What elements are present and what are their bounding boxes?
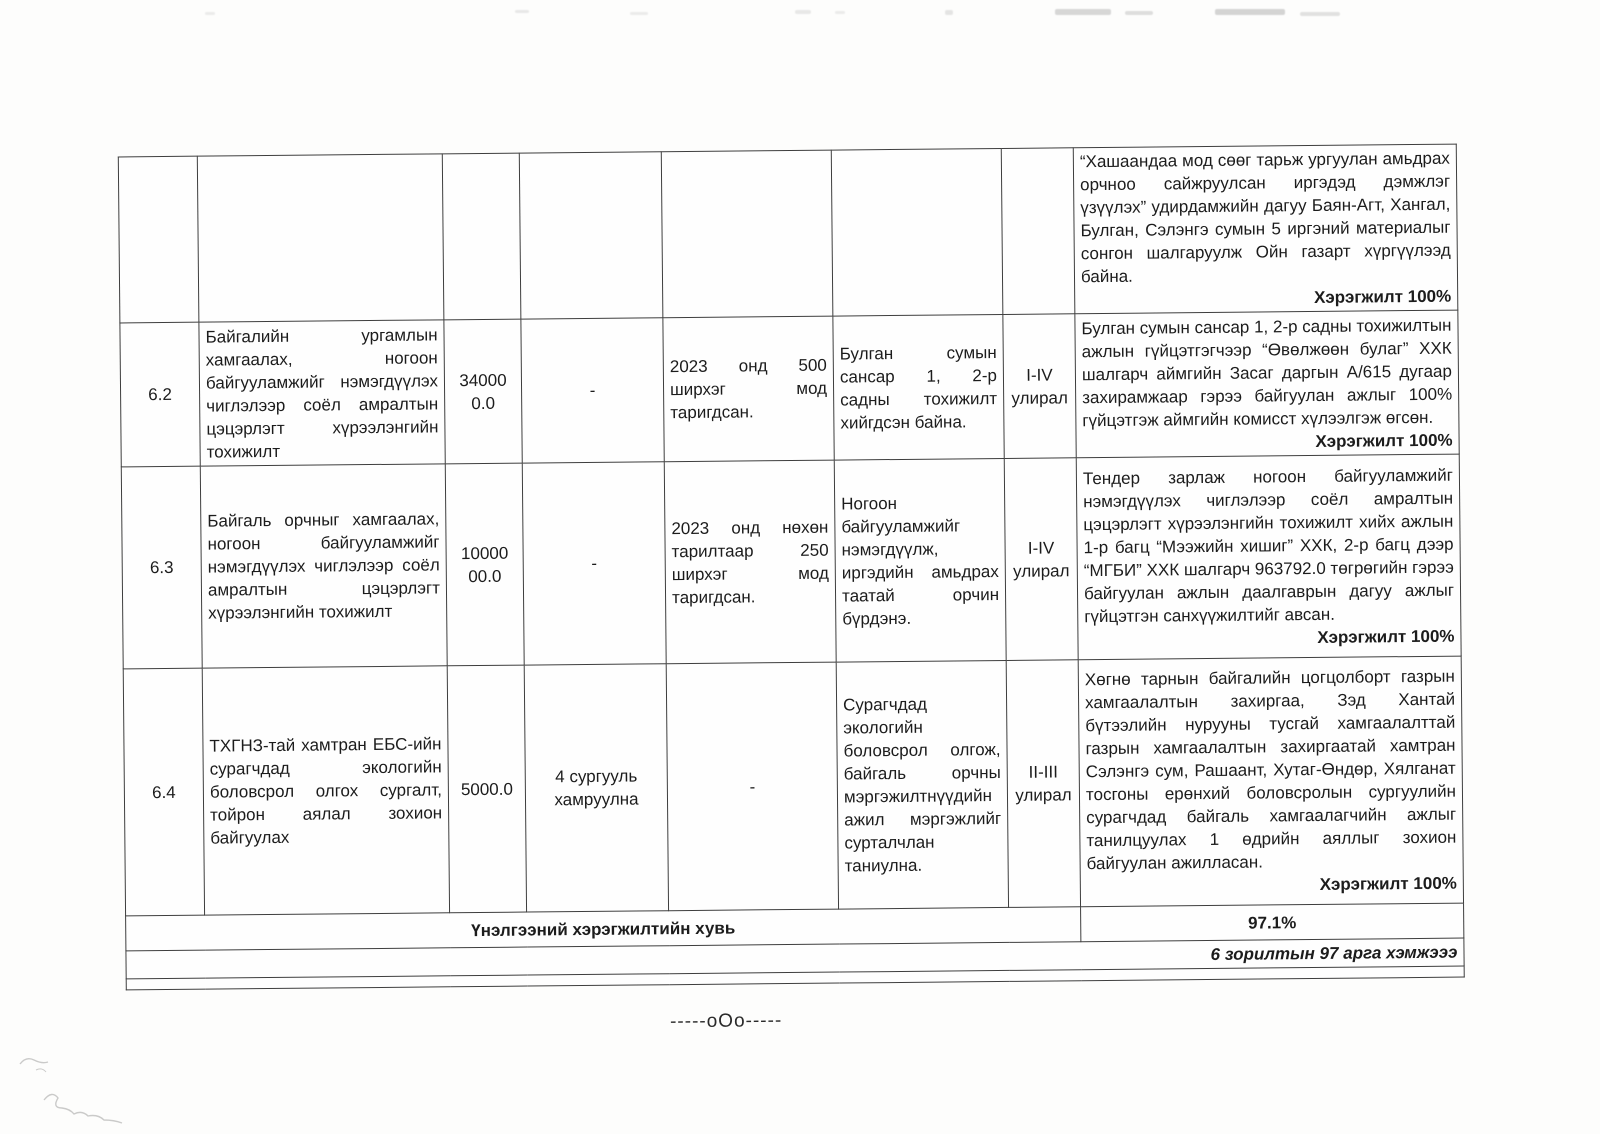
- cell-index: 6.4: [123, 668, 205, 916]
- empty-cell: [1001, 147, 1075, 315]
- cell-budget: 5000.0: [447, 665, 527, 913]
- scanned-page-content: “Хашаандаа мод сөөг тарьж ургуулан амьдр…: [117, 143, 1466, 1039]
- implementation-status: Хэрэгжилт 100%: [1315, 430, 1453, 451]
- empty-cell: [519, 151, 663, 320]
- result-text: Булган сумын сансар 1, 2-р садны тохижил…: [1081, 315, 1453, 430]
- cell-activity: Байгалийн ургамлын хамгаалах, ногоон бай…: [198, 319, 446, 467]
- pencil-mark: [19, 1057, 49, 1073]
- cell-achieved: 2023 онд нөхөн тарилтаар 250 ширхэг мод …: [664, 460, 837, 664]
- scan-noise-speck: [630, 12, 648, 15]
- scan-noise-speck: [1055, 9, 1111, 15]
- cell-result: Хөгнө тарнын байгалийн цогцолборт газрын…: [1078, 656, 1464, 907]
- cell-result: Тендер зарлаж ногоон байгууламжийг нэмэг…: [1076, 454, 1462, 660]
- cell-outcome: Булган сумын сансар 1, 2-р садны тохижил…: [832, 314, 1005, 461]
- scan-noise-speck: [835, 11, 845, 14]
- evaluation-table: “Хашаандаа мод сөөг тарьж ургуулан амьдр…: [117, 143, 1465, 991]
- scan-noise-speck: [515, 10, 529, 13]
- cell-result: Булган сумын сансар 1, 2-р садны тохижил…: [1074, 310, 1460, 458]
- implementation-status: Хэрэгжилт 100%: [1317, 626, 1455, 647]
- scan-noise-speck: [1300, 12, 1340, 16]
- cell-budget: 34000 0.0: [443, 319, 523, 464]
- cell-index: 6.3: [121, 466, 203, 669]
- result-text: Тендер зарлаж ногоон байгууламжийг нэмэг…: [1082, 465, 1455, 626]
- cell-spent: -: [522, 461, 667, 666]
- cell-period: II-III улирал: [1006, 659, 1081, 908]
- pencil-mark: [43, 1093, 123, 1124]
- scan-noise-speck: [945, 10, 953, 15]
- cell-spent: -: [520, 317, 665, 464]
- cell-carryover-result: “Хашаандаа мод сөөг тарьж ургуулан амьдр…: [1073, 144, 1458, 314]
- empty-cell: [831, 148, 1003, 317]
- summary-value: 97.1%: [1080, 903, 1464, 942]
- cell-spent: 4 сургууль хамруулна: [524, 663, 669, 913]
- section-end-divider: -----оОо-----: [669, 1010, 783, 1033]
- cell-achieved: 2023 онд 500 ширхэг мод таригдсан.: [662, 316, 835, 462]
- cell-outcome: Ногоон байгууламжийг нэмэгдүүлж, иргэдий…: [834, 458, 1007, 663]
- empty-cell: [118, 156, 199, 323]
- result-text: “Хашаандаа мод сөөг тарьж ургуулан амьдр…: [1079, 148, 1451, 287]
- result-text: Хөгнө тарнын байгалийн цогцолборт газрын…: [1084, 666, 1457, 874]
- scan-noise-speck: [1215, 9, 1285, 15]
- empty-cell: [197, 153, 444, 323]
- cell-activity: ТХГНЗ-тай хамтран ЕБС-ийн сурагчдад экол…: [202, 665, 450, 916]
- cell-index: 6.2: [119, 322, 201, 467]
- cell-period: I-IV улирал: [1002, 313, 1077, 459]
- empty-cell: [661, 150, 833, 318]
- cell-outcome: Сурагчдад экологийн боловсрол олгож, бай…: [836, 660, 1009, 910]
- cell-budget: 10000 00.0: [445, 463, 525, 666]
- scan-noise-speck: [795, 10, 811, 14]
- scan-noise-speck: [205, 12, 215, 15]
- cell-period: I-IV улирал: [1004, 457, 1079, 661]
- implementation-status: Хэрэгжилт 100%: [1313, 286, 1452, 307]
- empty-cell: [442, 153, 521, 320]
- table-row-6-4: 6.4 ТХГНЗ-тай хамтран ЕБС-ийн сурагчдад …: [123, 656, 1464, 916]
- implementation-status: Хэрэгжилт 100%: [1319, 873, 1457, 894]
- cell-achieved: -: [666, 662, 839, 911]
- table-row-6-3: 6.3 Байгаль орчныг хамгаалах, ногоон бай…: [121, 454, 1462, 669]
- cell-activity: Байгаль орчныг хамгаалах, ногоон байгуул…: [200, 463, 448, 669]
- scan-noise-speck: [1125, 11, 1153, 15]
- table-row-6-2: 6.2 Байгалийн ургамлын хамгаалах, ногоон…: [119, 310, 1460, 467]
- table-row-carryover: “Хашаандаа мод сөөг тарьж ургуулан амьдр…: [118, 144, 1458, 323]
